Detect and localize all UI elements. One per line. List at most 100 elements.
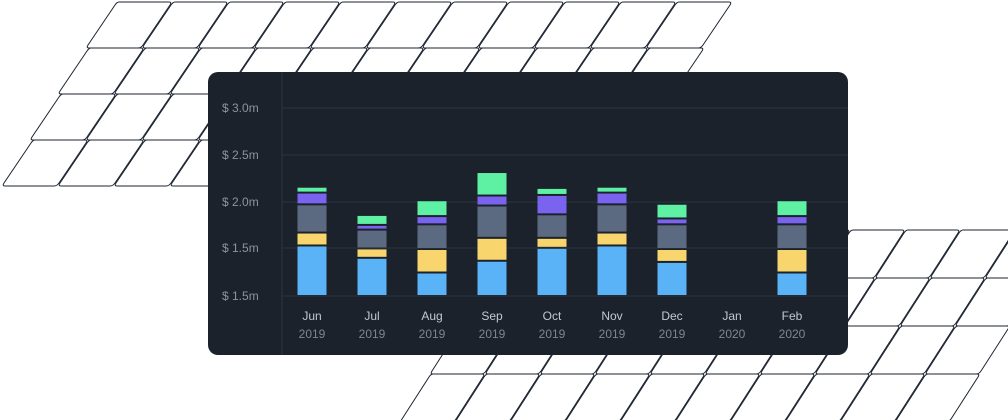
background-tile — [58, 139, 144, 187]
bar-segment[interactable] — [297, 205, 327, 232]
background-tile — [2, 139, 88, 187]
y-tick-label: $ 1.5m — [222, 241, 259, 255]
background-tile — [675, 373, 760, 420]
x-tick-year: 2019 — [659, 327, 686, 341]
background-tile — [875, 229, 960, 279]
background-tile — [58, 47, 144, 95]
background-tile — [925, 325, 1008, 375]
bar-segment[interactable] — [537, 188, 567, 194]
background-tile — [895, 373, 980, 420]
background-tile — [400, 373, 485, 420]
background-tile — [310, 1, 396, 49]
x-tick-year: 2020 — [719, 327, 746, 341]
x-tick-year: 2019 — [419, 327, 446, 341]
x-tick-month: Dec — [661, 309, 682, 323]
background-tile — [620, 373, 705, 420]
bar-segment[interactable] — [537, 248, 567, 295]
background-tile — [730, 373, 815, 420]
background-tile — [840, 373, 925, 420]
background-tile — [30, 93, 116, 141]
bar-segment[interactable] — [777, 273, 807, 296]
x-tick-month: Oct — [543, 309, 562, 323]
x-tick-month: Feb — [782, 309, 803, 323]
bar-segment[interactable] — [597, 205, 627, 232]
bar-segment[interactable] — [477, 196, 507, 205]
y-tick-label: $ 2.5m — [222, 148, 259, 162]
bar-segment[interactable] — [777, 250, 807, 272]
background-tile — [930, 229, 1008, 279]
bar-segment[interactable] — [477, 206, 507, 237]
background-tile — [985, 241, 1008, 279]
background-tile — [565, 373, 650, 420]
bar-segment[interactable] — [417, 250, 447, 272]
background-tile — [870, 325, 955, 375]
bar-segment[interactable] — [297, 246, 327, 295]
bar-segment[interactable] — [777, 217, 807, 224]
background-tile — [590, 1, 676, 49]
x-tick-month: Sep — [481, 309, 503, 323]
x-tick-year: 2019 — [539, 327, 566, 341]
bar-segment[interactable] — [357, 258, 387, 295]
bar-segment[interactable] — [357, 249, 387, 257]
x-tick-year: 2019 — [479, 327, 506, 341]
bar-segment[interactable] — [597, 193, 627, 204]
background-tile — [785, 373, 870, 420]
bar-segment[interactable] — [417, 273, 447, 296]
background-tile — [900, 277, 985, 327]
background-tile — [86, 1, 172, 49]
bar-segment[interactable] — [537, 238, 567, 247]
bar-segment[interactable] — [597, 233, 627, 245]
bar-segment[interactable] — [417, 201, 447, 216]
x-tick-month: Jun — [302, 309, 321, 323]
background-tile — [455, 373, 540, 420]
x-tick-month: Jul — [364, 309, 379, 323]
x-tick-month: Nov — [601, 309, 622, 323]
x-tick-month: Aug — [421, 309, 442, 323]
background-tile — [114, 47, 200, 95]
bar-segment[interactable] — [537, 195, 567, 214]
bar-segment[interactable] — [357, 225, 387, 229]
background-tile — [422, 1, 508, 49]
background-tile — [198, 1, 284, 49]
bar-segment[interactable] — [657, 262, 687, 295]
x-tick-year: 2019 — [359, 327, 386, 341]
bar-segment[interactable] — [597, 246, 627, 295]
background-tile — [86, 93, 172, 141]
bar-segment[interactable] — [657, 219, 687, 224]
bar-segment[interactable] — [537, 215, 567, 237]
bar-segment[interactable] — [477, 173, 507, 195]
y-tick-label: $ 1.5m — [222, 289, 259, 303]
y-tick-label: $ 3.0m — [222, 101, 259, 115]
background-tile — [646, 1, 732, 49]
bar-segment[interactable] — [297, 193, 327, 204]
background-tile — [510, 373, 595, 420]
background-tile — [955, 277, 1008, 327]
x-tick-month: Jan — [722, 309, 741, 323]
bar-segment[interactable] — [777, 201, 807, 216]
bar-segment[interactable] — [357, 230, 387, 248]
bar-segment[interactable] — [657, 225, 687, 248]
bar-segment[interactable] — [657, 204, 687, 218]
background-tile — [366, 1, 452, 49]
bar-segment[interactable] — [777, 225, 807, 248]
bar-segment[interactable] — [357, 215, 387, 224]
bar-segment[interactable] — [417, 225, 447, 248]
stacked-bar-chart: $ 3.0m$ 2.5m$ 2.0m$ 1.5m$ 1.5m Jun2019Ju… — [222, 72, 848, 355]
bar-segment[interactable] — [297, 187, 327, 192]
bar-segment[interactable] — [477, 238, 507, 260]
bar-segment[interactable] — [597, 187, 627, 192]
background-tile — [254, 1, 340, 49]
bar-segment[interactable] — [297, 233, 327, 245]
x-tick-year: 2019 — [599, 327, 626, 341]
y-axis-ticks: $ 3.0m $ 2.5m $ 2.0m $ 1.5m $ 1.5m — [222, 101, 259, 303]
x-axis-ticks: Jun 2019 Jul 2019 Aug 2019 Sep 2019 Oct 2019 Nov 20… — [299, 309, 806, 341]
bar-segment[interactable] — [477, 261, 507, 295]
bar-segment[interactable] — [657, 250, 687, 261]
bar-segment[interactable] — [417, 217, 447, 224]
background-tile — [142, 1, 228, 49]
background-tile — [114, 139, 200, 187]
chart-bars — [297, 173, 807, 296]
background-tile — [534, 1, 620, 49]
background-tile — [478, 1, 564, 49]
chart-card: $ 3.0m $ 2.5m $ 2.0m $ 1.5m $ 1.5m Jun 2019 Ju… — [208, 72, 848, 355]
